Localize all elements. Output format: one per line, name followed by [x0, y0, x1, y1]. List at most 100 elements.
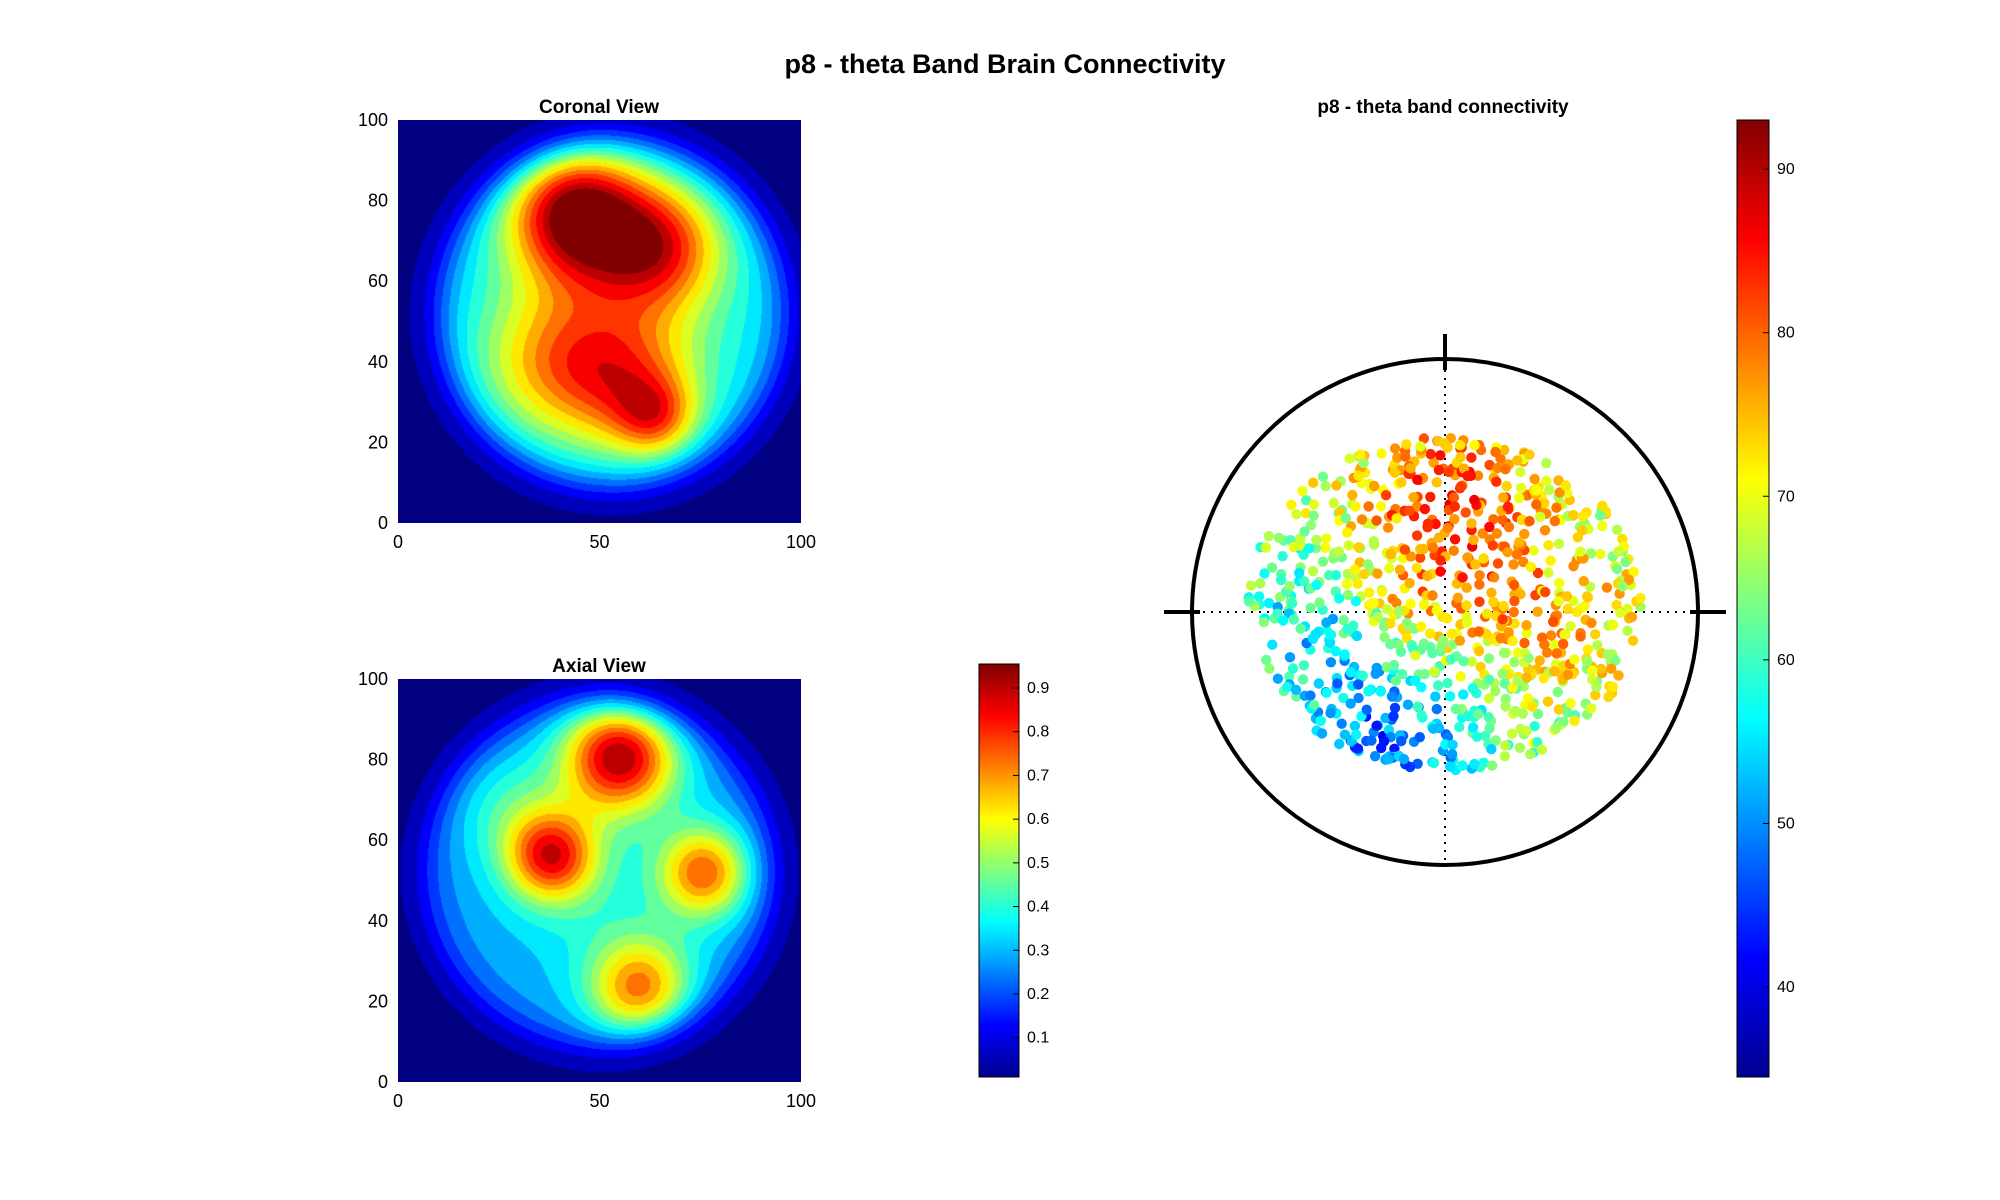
axial-view-x-ticks: 0 50 100	[393, 1091, 816, 1111]
scatter-point	[1387, 593, 1398, 605]
scatter-point	[1469, 758, 1480, 770]
scatter-point	[1462, 470, 1473, 482]
scatter-point	[1518, 556, 1529, 568]
scatter-point	[1342, 589, 1354, 601]
scatter-point	[1442, 677, 1453, 689]
scatter-point	[1575, 546, 1586, 557]
scatter-point	[1275, 574, 1287, 586]
colorbar-tick-label: 70	[1777, 488, 1795, 505]
scatter-point	[1418, 433, 1430, 444]
scatter-point	[1474, 579, 1485, 590]
scatter-point	[1577, 511, 1589, 522]
scatter-point	[1260, 542, 1272, 553]
scatter-point	[1462, 552, 1473, 563]
scatter-point	[1376, 448, 1387, 459]
scatter-point	[1534, 655, 1545, 666]
scatter-point	[1519, 637, 1530, 649]
scatter-point	[1507, 635, 1518, 647]
y-tick-label: 0	[378, 513, 388, 533]
scatter-point	[1524, 449, 1535, 460]
scatter-point	[1452, 592, 1464, 603]
scatter-point	[1394, 564, 1406, 575]
scatter-point	[1419, 503, 1431, 515]
scatter-point	[1358, 569, 1370, 580]
scatter-point	[1416, 621, 1427, 632]
scatter-point	[1315, 715, 1327, 726]
scatter-point	[1466, 656, 1478, 667]
scatter-point	[1412, 701, 1423, 712]
scatter-point	[1345, 667, 1357, 678]
scatter-point	[1336, 718, 1347, 729]
scatter-point	[1457, 760, 1468, 771]
scatter-point	[1305, 690, 1316, 701]
y-tick-label: 80	[368, 191, 388, 211]
scatter-point	[1385, 639, 1396, 650]
scatter-point	[1615, 607, 1626, 618]
scatter-point	[1454, 721, 1465, 733]
scatter-point	[1442, 522, 1454, 534]
scatter-point	[1553, 538, 1565, 549]
scatter-point	[1582, 591, 1593, 602]
scatter-point	[1431, 605, 1443, 616]
scatter-point	[1411, 501, 1423, 512]
scatter-point	[1508, 559, 1519, 570]
scatter-point	[1364, 587, 1375, 598]
scatter-point	[1397, 669, 1408, 680]
scatter-point	[1454, 440, 1466, 451]
axial-colorbar-gradient	[978, 663, 1020, 1078]
scatter-point	[1495, 633, 1506, 644]
scatter-point	[1295, 623, 1306, 634]
y-tick-label: 60	[368, 830, 388, 850]
scatter-point	[1422, 570, 1433, 582]
scatter-point	[1418, 638, 1430, 649]
scatter-point	[1307, 633, 1319, 644]
scatter-point	[1532, 567, 1544, 579]
scatter-point	[1467, 722, 1479, 733]
scatter-point	[1473, 708, 1484, 720]
scatter-point	[1490, 446, 1501, 458]
scatter-point	[1343, 540, 1355, 551]
scatter-point	[1345, 698, 1356, 709]
scatter-point	[1490, 685, 1501, 697]
x-tick-label: 50	[589, 1091, 609, 1111]
scatter-point	[1383, 563, 1395, 574]
scatter-point	[1350, 729, 1362, 740]
scatter-point	[1305, 520, 1317, 531]
scatter-point	[1381, 603, 1393, 615]
colorbar-tick-label: 0.3	[1027, 942, 1049, 959]
scatter-point	[1385, 548, 1396, 560]
colorbar-tick-label: 40	[1777, 979, 1795, 996]
scatter-point	[1490, 735, 1501, 746]
scatter-point	[1352, 578, 1363, 589]
scatter-point	[1628, 566, 1639, 577]
scatter-point	[1357, 670, 1369, 681]
scatter-point	[1321, 533, 1332, 544]
scatter-point	[1313, 678, 1325, 689]
colorbar-tick-label: 0.5	[1027, 855, 1049, 872]
scatter-point	[1380, 712, 1391, 724]
scatter-point	[1512, 675, 1523, 687]
scatter-point	[1501, 480, 1512, 492]
axial-view-y-ticks: 0 20 40 60 80 100	[358, 669, 388, 1092]
scatter-point	[1301, 495, 1312, 506]
scatter-point	[1499, 444, 1510, 456]
scatter-point	[1309, 699, 1320, 711]
scatter-point	[1363, 686, 1374, 697]
scatter-point	[1543, 567, 1554, 578]
scatter-point	[1342, 527, 1353, 538]
scatter-point	[1339, 649, 1350, 660]
colorbar-tick-label: 80	[1777, 325, 1795, 342]
scatter-point	[1358, 457, 1369, 469]
scatter-point	[1320, 480, 1331, 492]
scatter-point	[1553, 475, 1564, 486]
scatter-point	[1552, 686, 1563, 698]
scatter-point	[1543, 540, 1554, 551]
colorbar-tick-label: 0.2	[1027, 986, 1049, 1003]
scatter-point	[1488, 572, 1500, 583]
scatter-point	[1398, 753, 1410, 765]
scatter-point	[1418, 599, 1430, 610]
scatter-point	[1458, 656, 1469, 667]
scatter-point	[1562, 603, 1573, 615]
scatter-point	[1389, 702, 1401, 714]
